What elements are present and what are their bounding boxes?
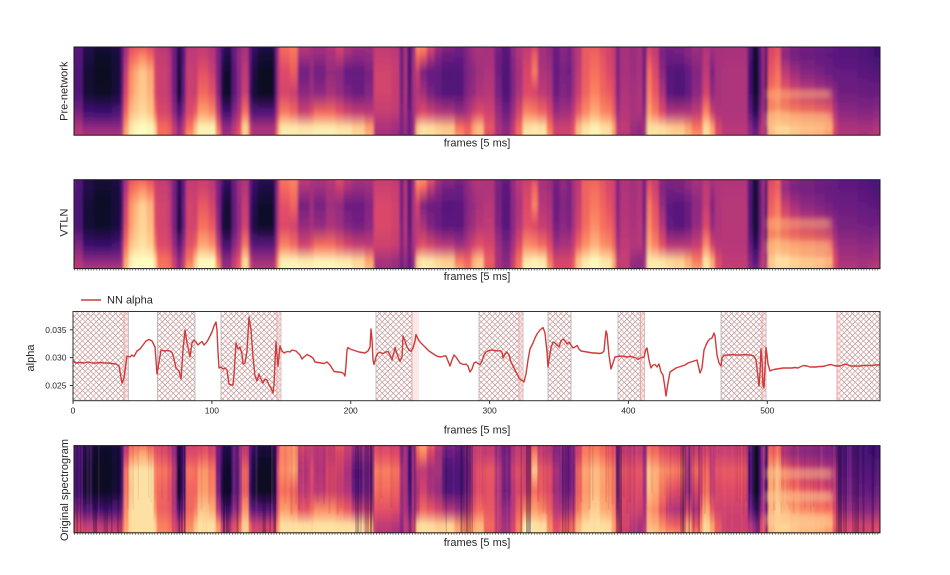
svg-text:frames [5 ms]: frames [5 ms] — [444, 537, 511, 549]
svg-text:frames [5 ms]: frames [5 ms] — [444, 425, 511, 437]
svg-text:frames [5 ms]: frames [5 ms] — [444, 271, 511, 283]
svg-text:500: 500 — [760, 405, 774, 415]
svg-text:0.025: 0.025 — [45, 381, 67, 391]
svg-text:0.035: 0.035 — [45, 325, 67, 335]
svg-text:alpha: alpha — [25, 344, 37, 372]
svg-text:Original spectrogram: Original spectrogram — [59, 439, 71, 541]
svg-text:400: 400 — [621, 405, 635, 415]
svg-text:100: 100 — [205, 405, 219, 415]
svg-text:0: 0 — [71, 405, 76, 415]
svg-text:VTLN: VTLN — [59, 208, 71, 236]
svg-text:frames [5 ms]: frames [5 ms] — [444, 138, 511, 150]
svg-text:NN alpha: NN alpha — [107, 295, 154, 307]
svg-text:Pre-network: Pre-network — [59, 61, 71, 121]
svg-text:200: 200 — [344, 405, 358, 415]
svg-text:0.030: 0.030 — [45, 353, 67, 363]
svg-text:300: 300 — [483, 405, 497, 415]
